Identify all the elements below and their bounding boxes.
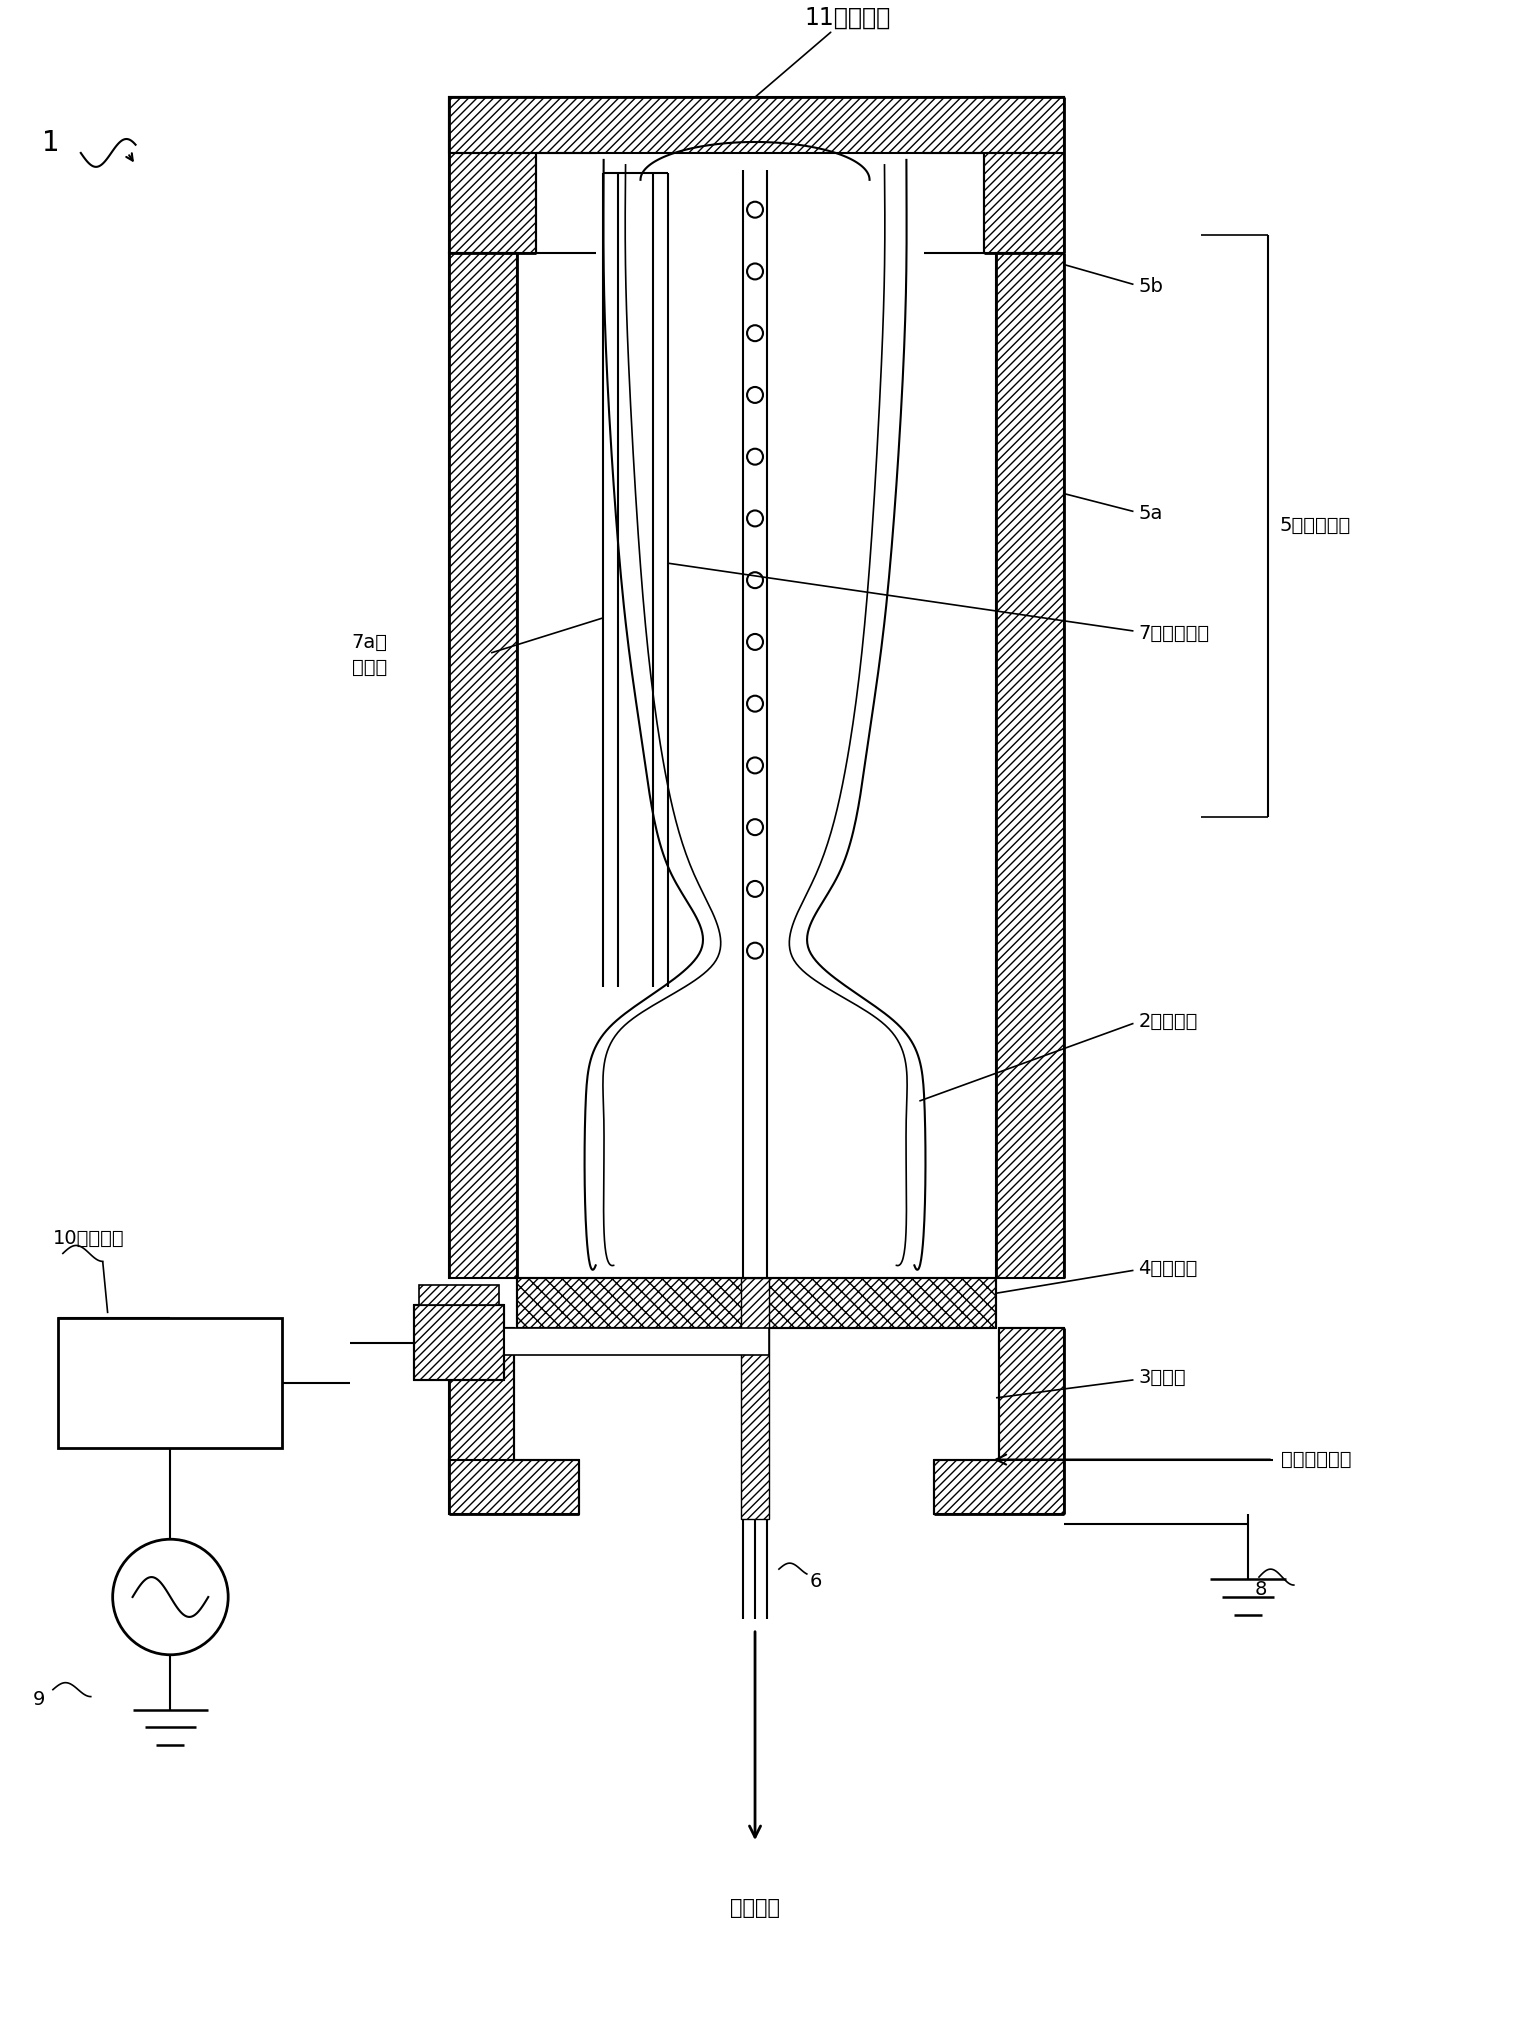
Text: 6: 6: [810, 1571, 822, 1591]
Circle shape: [748, 942, 763, 958]
Polygon shape: [449, 252, 516, 1278]
Circle shape: [748, 326, 763, 342]
Circle shape: [748, 820, 763, 834]
Circle shape: [748, 450, 763, 464]
Polygon shape: [449, 1329, 515, 1479]
Circle shape: [748, 387, 763, 403]
Text: 7：内部电极: 7：内部电极: [1139, 623, 1209, 643]
Circle shape: [748, 511, 763, 527]
Text: 2：树脂瓶: 2：树脂瓶: [1139, 1011, 1197, 1032]
Text: 10：匹配器: 10：匹配器: [53, 1229, 125, 1247]
Circle shape: [113, 1538, 228, 1654]
Text: 5：外部电极: 5：外部电极: [1279, 517, 1351, 535]
Polygon shape: [414, 1304, 504, 1380]
Circle shape: [748, 757, 763, 773]
Polygon shape: [419, 1286, 500, 1304]
Circle shape: [748, 635, 763, 649]
Text: 1: 1: [43, 128, 59, 157]
Bar: [58, 1319, 282, 1447]
Polygon shape: [742, 1278, 769, 1520]
Text: 4：绸缘板: 4：绸缘板: [1139, 1260, 1197, 1278]
Circle shape: [748, 696, 763, 712]
Text: 3：基台: 3：基台: [1139, 1368, 1186, 1388]
Polygon shape: [996, 252, 1063, 1278]
Circle shape: [748, 881, 763, 897]
Text: 5b: 5b: [1139, 277, 1164, 295]
Text: （排气）: （排气）: [730, 1899, 780, 1917]
Polygon shape: [449, 1459, 579, 1514]
Text: 7a；: 7a；: [352, 633, 388, 653]
Polygon shape: [934, 1459, 1063, 1514]
Text: 9: 9: [34, 1691, 46, 1709]
Text: 噴出孔: 噴出孔: [352, 657, 387, 678]
Polygon shape: [516, 1278, 996, 1329]
Text: （原料气体）: （原料气体）: [1281, 1451, 1351, 1469]
Text: 5a: 5a: [1139, 505, 1164, 523]
Text: 8: 8: [1255, 1579, 1267, 1600]
Circle shape: [748, 201, 763, 218]
Polygon shape: [984, 98, 1063, 252]
Text: 11：成膜室: 11：成膜室: [755, 6, 891, 98]
Circle shape: [748, 263, 763, 279]
Polygon shape: [504, 1329, 769, 1355]
Polygon shape: [449, 98, 536, 252]
Circle shape: [748, 572, 763, 588]
Polygon shape: [449, 98, 1063, 153]
Polygon shape: [999, 1329, 1063, 1479]
